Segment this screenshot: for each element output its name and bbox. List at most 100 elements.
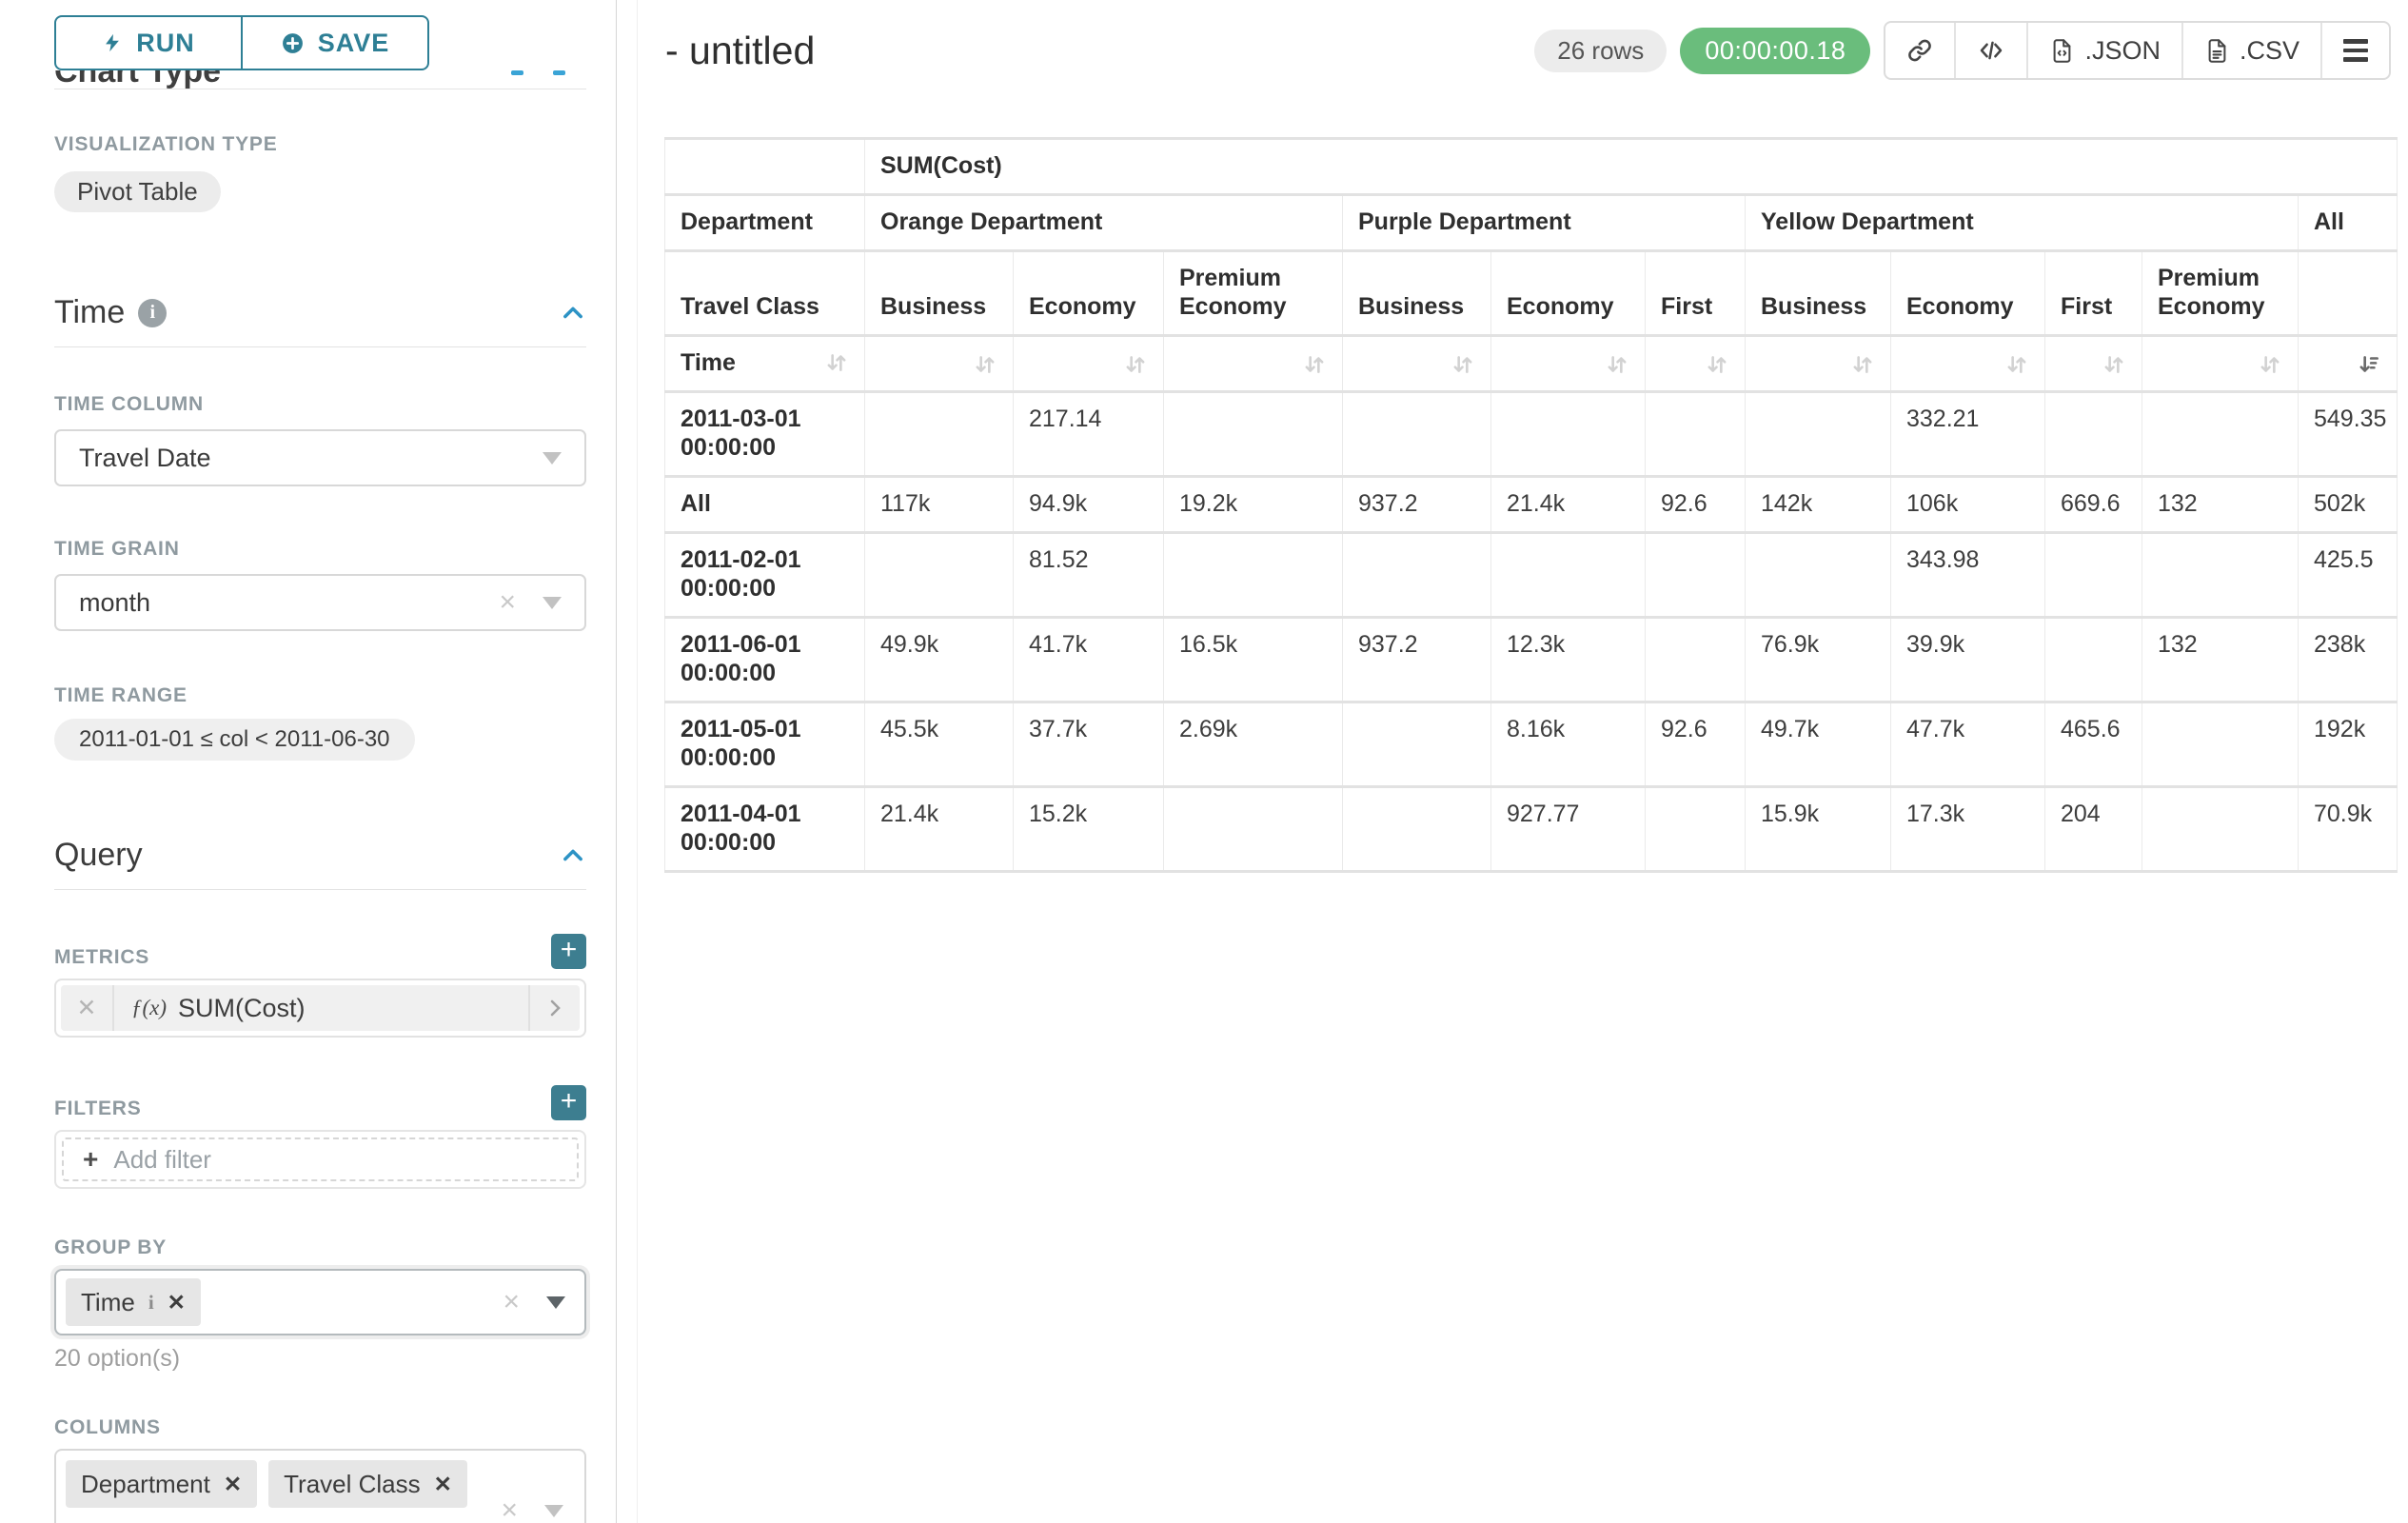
- run-button-label: RUN: [136, 28, 195, 57]
- column-sort-header[interactable]: [1163, 334, 1343, 392]
- column-sort-header[interactable]: [1013, 334, 1164, 392]
- pivot-data-row: 2011-02-01 00:00:00 81.52 343.98 425.5: [664, 531, 2398, 618]
- column-sort-header[interactable]: [2142, 334, 2299, 392]
- json-file-icon: [2054, 38, 2071, 63]
- time-grain-select[interactable]: month ×: [54, 574, 586, 631]
- code-icon: [1981, 41, 2003, 60]
- pivot-cell: 343.98: [1890, 531, 2045, 618]
- columns-label: COLUMNS: [54, 1416, 161, 1438]
- column-sort-header[interactable]: [2298, 334, 2398, 392]
- export-csv-button[interactable]: .CSV: [2181, 23, 2320, 78]
- column-sort-header[interactable]: [1890, 334, 2045, 392]
- link-icon: [1908, 39, 1932, 62]
- chevron-down-icon: [543, 451, 562, 465]
- filters-control: + Add filter: [54, 1130, 586, 1189]
- pivot-cell: [2142, 390, 2299, 477]
- metrics-control: ✕ ƒ(x) SUM(Cost): [54, 979, 586, 1038]
- pivot-cell: 937.2: [1342, 616, 1491, 702]
- viz-type-pill[interactable]: Pivot Table: [54, 171, 221, 212]
- column-sort-header[interactable]: [864, 334, 1014, 392]
- more-options-button[interactable]: [2320, 23, 2389, 78]
- remove-tag-icon[interactable]: ✕: [223, 1471, 243, 1496]
- columns-select[interactable]: Department ✕ Travel Class ✕ ×: [54, 1449, 586, 1523]
- sort-icon: [2007, 356, 2026, 373]
- query-section-title: Query: [54, 837, 143, 873]
- pivot-cell: [1490, 390, 1646, 477]
- metric-item[interactable]: ✕ ƒ(x) SUM(Cost): [61, 985, 580, 1031]
- column-sort-header[interactable]: [1490, 334, 1646, 392]
- sort-icon: [1608, 356, 1627, 373]
- clear-icon[interactable]: ×: [501, 1494, 518, 1523]
- control-panel-sidebar: RUN SAVE Chart Type VISUALIZATION TYPE P…: [0, 0, 617, 1523]
- pivot-row-label: All: [664, 475, 865, 533]
- pivot-cell: 15.9k: [1745, 785, 1891, 872]
- save-button-label: SAVE: [317, 28, 390, 57]
- remove-tag-icon[interactable]: ✕: [433, 1471, 452, 1496]
- sort-desc-icon: [2359, 356, 2379, 372]
- pivot-data-row: All 117k 94.9k 19.2k 937.2 21.4k 92.6 142k 106k 6…: [664, 475, 2398, 533]
- clear-icon[interactable]: ×: [503, 1286, 520, 1317]
- sort-icon: [2104, 356, 2123, 373]
- collapse-query-section[interactable]: [560, 842, 586, 869]
- remove-tag-icon[interactable]: ✕: [167, 1289, 186, 1315]
- column-sort-header[interactable]: [1645, 334, 1746, 392]
- travel-class-header: Economy: [1890, 249, 2045, 336]
- export-json-button[interactable]: .JSON: [2026, 23, 2181, 78]
- pivot-cell: 106k: [1890, 475, 2045, 533]
- add-filter-label: Add filter: [113, 1144, 211, 1174]
- pivot-cell: 47.7k: [1890, 701, 2045, 787]
- column-sort-header[interactable]: [1342, 334, 1491, 392]
- pivot-cell: 142k: [1745, 475, 1891, 533]
- pivot-row-label: 2011-02-01 00:00:00: [664, 531, 865, 618]
- chevron-right-icon: [550, 999, 561, 1017]
- expand-metric-icon[interactable]: [528, 985, 580, 1031]
- metric-header-cell: SUM(Cost): [864, 137, 2398, 195]
- column-sort-header[interactable]: [2044, 334, 2142, 392]
- chart-title[interactable]: - untitled: [665, 29, 816, 72]
- clipped-icon: [553, 70, 565, 75]
- pivot-cell: [864, 531, 1014, 618]
- collapse-time-section[interactable]: [560, 300, 586, 326]
- group-by-label: GROUP BY: [54, 1236, 168, 1258]
- department-group-header: Orange Department: [864, 193, 1343, 251]
- group-by-options-hint: 20 option(s): [54, 1345, 181, 1372]
- pivot-cell: 19.2k: [1163, 475, 1343, 533]
- pivot-cell: 81.52: [1013, 531, 1164, 618]
- time-column-value: Travel Date: [79, 443, 211, 472]
- group-by-select[interactable]: Time i ✕ ×: [54, 1269, 586, 1335]
- view-query-button[interactable]: [1954, 23, 2026, 78]
- pivot-cell: 425.5: [2298, 531, 2398, 618]
- chart-header-controls: 26 rows 00:00:00.18 .JSON .CSV: [1534, 21, 2391, 80]
- chart-panel: - untitled 26 rows 00:00:00.18 .JSON .CS…: [618, 0, 2408, 1523]
- time-grain-value: month: [79, 587, 151, 617]
- time-sort-header[interactable]: Time: [664, 334, 865, 392]
- pivot-cell: 16.5k: [1163, 616, 1343, 702]
- pivot-cell: 238k: [2298, 616, 2398, 702]
- add-filter-plus-button[interactable]: +: [551, 1085, 586, 1120]
- export-csv-label: .CSV: [2239, 35, 2299, 65]
- time-column-select[interactable]: Travel Date: [54, 429, 586, 486]
- remove-metric-icon[interactable]: ✕: [61, 985, 114, 1031]
- clear-icon[interactable]: ×: [499, 586, 516, 618]
- sort-icon: [976, 356, 995, 373]
- chevron-down-icon: [546, 1296, 565, 1309]
- pivot-cell: 49.7k: [1745, 701, 1891, 787]
- pivot-cell: [1163, 390, 1343, 477]
- pivot-cell: 94.9k: [1013, 475, 1164, 533]
- query-actions-bar: RUN SAVE: [54, 0, 586, 70]
- sort-icon: [1453, 356, 1472, 373]
- run-button[interactable]: RUN: [54, 15, 242, 70]
- share-link-button[interactable]: [1885, 23, 1954, 78]
- column-sort-header[interactable]: [1745, 334, 1891, 392]
- add-filter-button[interactable]: + Add filter: [62, 1137, 579, 1181]
- pivot-cell: 669.6: [2044, 475, 2142, 533]
- save-button[interactable]: SAVE: [242, 15, 429, 70]
- pivot-table: SUM(Cost) Department Orange Department Purp…: [664, 137, 2398, 873]
- time-range-pill[interactable]: 2011-01-01 ≤ col < 2011-06-30: [54, 719, 415, 761]
- add-metric-button[interactable]: +: [551, 934, 586, 969]
- divider: [54, 889, 586, 890]
- pivot-cell: [2142, 701, 2299, 787]
- travel-class-axis-label: Travel Class: [664, 249, 865, 336]
- sort-icon: [1305, 356, 1324, 373]
